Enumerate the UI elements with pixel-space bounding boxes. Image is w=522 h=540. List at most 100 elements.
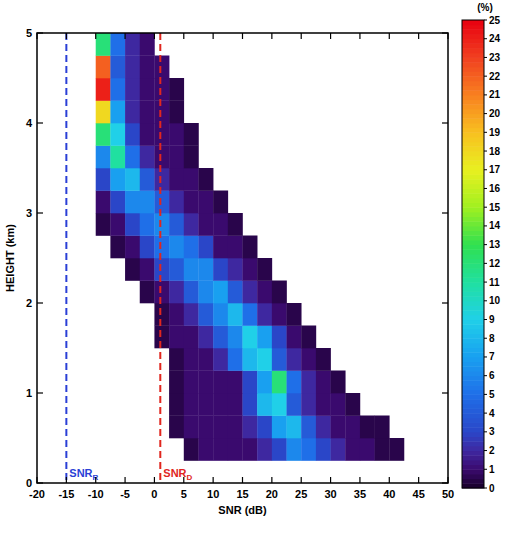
y-tick: [37, 482, 43, 483]
y-tick-right: [442, 392, 448, 393]
heat-cell: [316, 371, 331, 394]
heat-cell: [272, 303, 287, 326]
heat-cell: [125, 101, 140, 124]
colorbar-tick: [484, 188, 487, 189]
heat-cell: [184, 146, 199, 169]
colorbar-strip: [462, 90, 484, 95]
heat-cell: [125, 191, 140, 214]
heat-cell: [213, 371, 228, 394]
heat-cell: [169, 168, 184, 191]
heat-cell: [110, 146, 125, 169]
heat-cell: [169, 258, 184, 281]
y-tick: [37, 302, 43, 303]
colorbar-strip: [462, 455, 484, 460]
heat-cell: [272, 393, 287, 416]
heat-cell: [184, 191, 199, 214]
colorbar-tick-label: 8: [489, 333, 495, 344]
colorbar-strip: [462, 118, 484, 123]
colorbar-strip: [462, 338, 484, 343]
heat-cell: [257, 348, 272, 371]
heat-cell: [140, 281, 155, 304]
colorbar-strip: [462, 212, 484, 217]
heat-cell: [169, 393, 184, 416]
colorbar-strip: [462, 160, 484, 165]
colorbar-strip: [462, 334, 484, 339]
heat-cell: [272, 438, 287, 461]
heat-cell: [257, 326, 272, 349]
colorbar-strip: [462, 62, 484, 67]
x-tick: [213, 477, 214, 483]
heat-cell: [228, 281, 243, 304]
heat-cell: [169, 303, 184, 326]
heat-cell: [169, 371, 184, 394]
heat-cell: [257, 438, 272, 461]
x-tick-top: [154, 33, 155, 39]
x-tick-label: -20: [29, 488, 45, 500]
heat-cell: [198, 438, 213, 461]
colorbar-strip: [462, 310, 484, 315]
heat-cell: [198, 168, 213, 191]
x-tick-top: [359, 33, 360, 39]
heat-cell: [184, 393, 199, 416]
colorbar-strip: [462, 305, 484, 310]
heat-cell: [301, 371, 316, 394]
colorbar-strip: [462, 156, 484, 161]
heat-cell: [198, 258, 213, 281]
heat-cell: [272, 326, 287, 349]
plot-frame: [37, 33, 448, 483]
x-tick: [183, 477, 184, 483]
colorbar-strip: [462, 203, 484, 208]
heat-cell: [316, 348, 331, 371]
x-tick-top: [124, 33, 125, 39]
x-tick: [301, 477, 302, 483]
heat-cell: [287, 303, 302, 326]
x-tick-label: -15: [58, 488, 74, 500]
heat-cell: [272, 348, 287, 371]
colorbar-strip: [462, 343, 484, 348]
colorbar-tick-label: 22: [489, 71, 501, 82]
colorbar-strip: [462, 249, 484, 254]
colorbar-tick: [484, 225, 487, 226]
heat-cell: [154, 303, 169, 326]
heat-cell: [360, 416, 375, 439]
colorbar-strip: [462, 25, 484, 30]
colorbar-tick: [484, 356, 487, 357]
x-tick-top: [95, 33, 96, 39]
heat-cell: [125, 78, 140, 101]
colorbar-strip: [462, 366, 484, 371]
colorbar-tick-label: 3: [489, 426, 495, 437]
colorbar-tick-label: 0: [489, 483, 495, 494]
colorbar-strip: [462, 273, 484, 278]
heat-cell: [110, 191, 125, 214]
threshold-label: SNRR: [69, 467, 98, 482]
colorbar-strip: [462, 362, 484, 367]
heat-cell: [375, 438, 390, 461]
colorbar-strip: [462, 268, 484, 273]
colorbar-strip: [462, 320, 484, 325]
heat-cell: [169, 191, 184, 214]
colorbar-strip: [462, 174, 484, 179]
heat-cell: [228, 371, 243, 394]
heat-cell: [198, 213, 213, 236]
heat-cell: [316, 416, 331, 439]
heat-cell: [198, 236, 213, 259]
heat-cell: [345, 393, 360, 416]
y-tick-right: [442, 302, 448, 303]
colorbar-tick-label: 14: [489, 220, 501, 231]
colorbar-strip: [462, 226, 484, 231]
heat-cell: [287, 348, 302, 371]
colorbar-strip: [462, 474, 484, 479]
colorbar-strip: [462, 432, 484, 437]
x-tick: [359, 477, 360, 483]
colorbar-strip: [462, 376, 484, 381]
colorbar-strip: [462, 123, 484, 128]
colorbar-strip: [462, 100, 484, 105]
heat-cell: [272, 416, 287, 439]
colorbar-tick-label: 12: [489, 258, 501, 269]
chart: SNRRSNRD-20-15-10-5051015202530354045500…: [0, 0, 522, 540]
heat-cell: [140, 146, 155, 169]
colorbar-tick-label: 15: [489, 202, 501, 213]
colorbar-tick-label: 6: [489, 370, 495, 381]
colorbar-strip: [462, 198, 484, 203]
heat-cell: [331, 371, 346, 394]
